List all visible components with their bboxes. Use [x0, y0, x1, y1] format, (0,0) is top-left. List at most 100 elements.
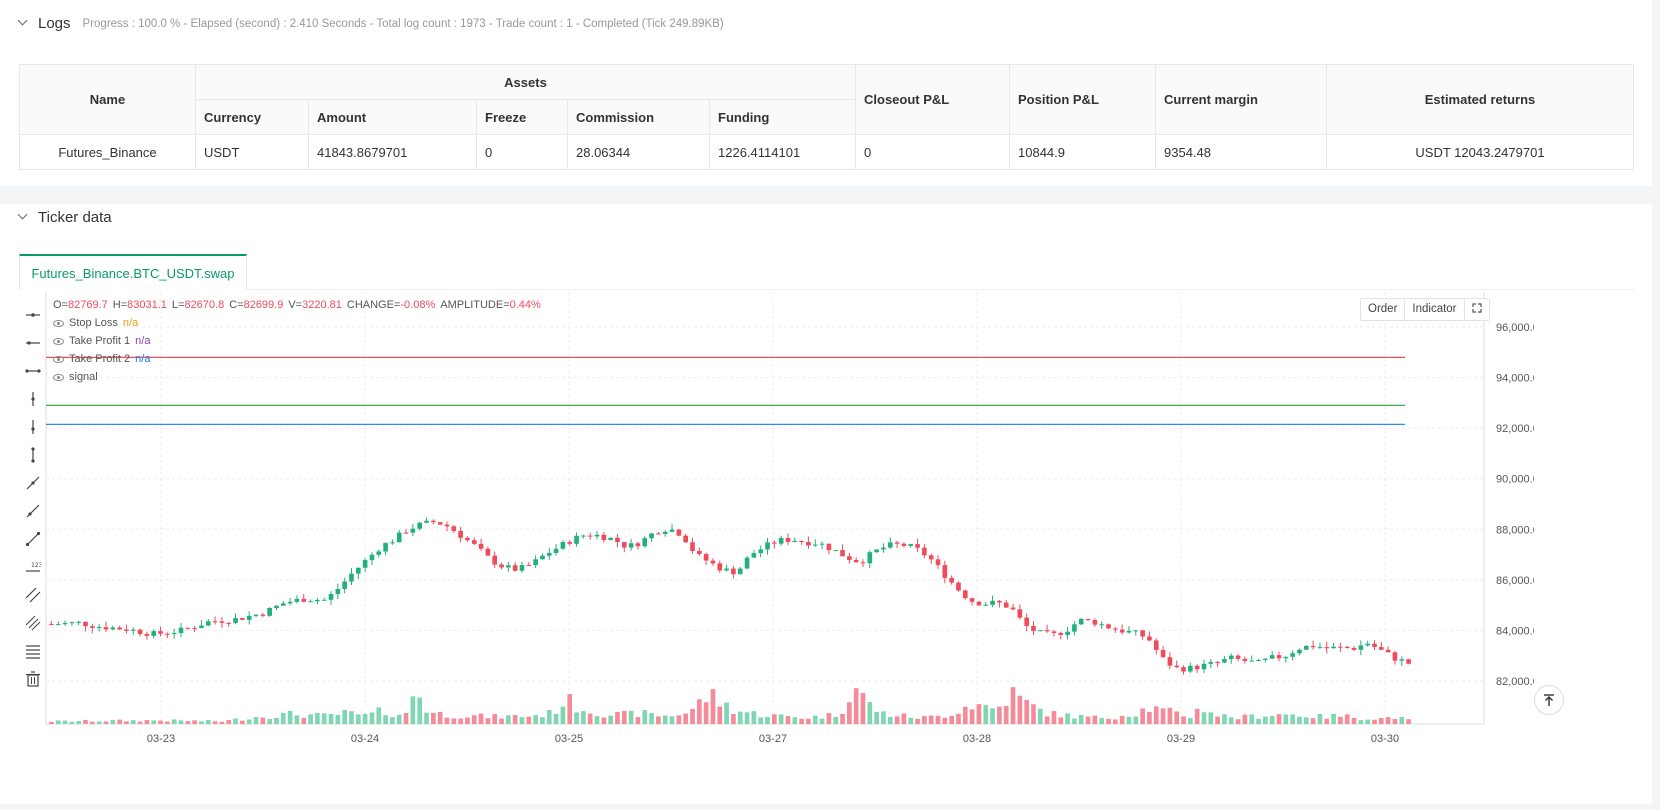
candle-body	[233, 618, 238, 623]
volume-bar	[690, 708, 695, 724]
eye-icon[interactable]	[53, 373, 64, 381]
volume-bar	[1208, 712, 1214, 724]
volume-bar	[1065, 713, 1070, 724]
fullscreen-icon[interactable]	[1465, 299, 1489, 320]
volume-bar	[274, 717, 279, 724]
candle-body	[444, 524, 450, 527]
cell-name: Futures_Binance	[19, 134, 196, 170]
horizontal-line-icon[interactable]	[22, 332, 44, 354]
order-button[interactable]: Order	[1361, 299, 1406, 320]
volume-bar	[260, 717, 266, 724]
volume-bar	[417, 697, 423, 724]
trend-line-icon[interactable]	[22, 472, 44, 494]
candle-body	[1099, 624, 1105, 626]
candle-body	[628, 543, 634, 548]
legend-signal[interactable]: signal	[53, 368, 541, 386]
volume-bar	[901, 713, 907, 724]
volume-bar	[546, 710, 552, 724]
candle-body	[772, 542, 777, 544]
volume-bar	[335, 714, 341, 724]
volume-bar	[935, 715, 941, 724]
trash-icon[interactable]	[22, 668, 44, 690]
chevron-down-icon[interactable]	[18, 211, 28, 221]
horizontal-ray-icon[interactable]	[22, 304, 44, 326]
volume-bar	[1372, 719, 1377, 724]
candle-body	[676, 529, 682, 536]
ray-line-icon[interactable]	[22, 500, 44, 522]
indicator-button[interactable]: Indicator	[1405, 299, 1465, 320]
candle-body	[506, 565, 511, 568]
volume-bar	[199, 721, 204, 724]
candle-body	[117, 627, 122, 630]
volume-bar	[369, 712, 375, 724]
candle-body	[853, 559, 859, 563]
legend-take-profit-2[interactable]: Take Profit 2 n/a	[53, 350, 541, 368]
price-chart[interactable]: 96,000.00 94,000.00 92,000.00 90,000.00 88,0…	[44, 292, 1534, 752]
tab-btc-usdt-swap[interactable]: Futures_Binance.BTC_USDT.swap	[19, 254, 247, 290]
candle-body	[342, 581, 347, 590]
volume-bar	[62, 720, 68, 724]
volume-bar	[540, 717, 545, 724]
col-amount: Amount	[308, 99, 477, 135]
svg-text:123: 123	[31, 562, 41, 569]
volume-bar	[662, 715, 668, 724]
candle-body	[560, 542, 566, 549]
volume-bar	[328, 713, 334, 724]
volume-bar	[806, 718, 811, 724]
eye-icon[interactable]	[53, 319, 64, 327]
cell-freeze: 0	[476, 134, 568, 170]
volume-bar	[506, 715, 511, 724]
volume-bar	[778, 714, 784, 724]
candle-body	[785, 537, 791, 542]
logs-title: Logs	[38, 15, 71, 32]
volume-bar	[560, 706, 566, 724]
multi-channel-icon[interactable]	[22, 612, 44, 634]
candle-body	[471, 540, 477, 544]
candle-body	[240, 618, 245, 620]
volume-bar	[1031, 704, 1036, 724]
candle-body	[1017, 609, 1023, 618]
parallel-channel-icon[interactable]	[22, 584, 44, 606]
volume-bar	[287, 710, 293, 724]
volume-bar	[478, 713, 484, 724]
volume-bar	[1269, 715, 1275, 724]
volume-bar	[1303, 717, 1309, 724]
cell-amount: 41843.8679701	[308, 134, 477, 170]
candle-body	[192, 628, 197, 630]
candle-body	[137, 629, 143, 635]
candle-body	[1317, 647, 1323, 649]
y-tick-label: 92,000.00	[1496, 423, 1534, 435]
price-label-icon[interactable]: 123	[22, 556, 44, 578]
candle-body	[553, 548, 559, 553]
candle-body	[867, 552, 873, 564]
legend-stop-loss[interactable]: Stop Loss n/a	[53, 314, 541, 332]
volume-bar	[458, 718, 463, 724]
chevron-down-icon[interactable]	[18, 17, 28, 27]
legend-take-profit-1[interactable]: Take Profit 1 n/a	[53, 332, 541, 350]
ticker-header[interactable]: Ticker data	[18, 209, 112, 226]
plot-area	[46, 292, 1484, 724]
volume-bar	[315, 712, 320, 724]
volume-bar	[601, 717, 607, 724]
candle-body	[683, 535, 688, 543]
horizontal-segment-icon[interactable]	[22, 360, 44, 382]
back-to-top-button[interactable]	[1534, 685, 1564, 715]
eye-icon[interactable]	[53, 337, 64, 345]
amplitude-value: 0.44%	[509, 299, 541, 311]
volume-bar	[280, 712, 286, 724]
volume-bar	[485, 718, 491, 724]
segment-line-icon[interactable]	[22, 528, 44, 550]
volume-bar	[553, 713, 559, 724]
volume-bar	[1188, 718, 1193, 724]
volume-bar	[1249, 714, 1255, 724]
vertical-segment-icon[interactable]	[22, 444, 44, 466]
logs-header[interactable]: Logs Progress : 100.0 % - Elapsed (secon…	[18, 15, 724, 32]
volume-bar	[1228, 717, 1234, 724]
candle-body	[608, 537, 613, 541]
candle-body	[656, 533, 661, 535]
eye-icon[interactable]	[53, 355, 64, 363]
fibonacci-icon[interactable]	[22, 640, 44, 662]
vertical-ray-icon[interactable]	[22, 416, 44, 438]
volume-bar	[246, 719, 252, 724]
vertical-line-icon[interactable]	[22, 388, 44, 410]
